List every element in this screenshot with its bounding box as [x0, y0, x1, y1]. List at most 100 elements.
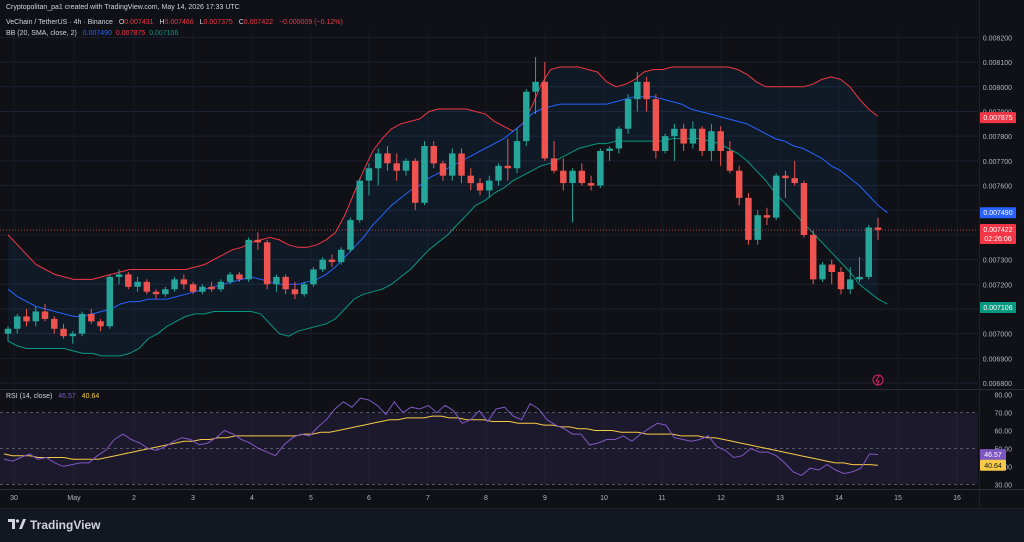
candle-body — [560, 170, 567, 184]
candle-body — [245, 239, 252, 280]
candle-body — [504, 165, 512, 169]
rsi-price-label-value: 46.57 — [984, 452, 1002, 459]
candle-body — [837, 271, 845, 290]
candle-body — [624, 99, 632, 129]
rsi-y-tick-label: 30.00 — [994, 482, 1012, 489]
y-tick-label: 0.007600 — [983, 184, 1012, 191]
x-tick-label: 6 — [367, 495, 371, 502]
bb-legend[interactable]: BB (20, SMA, close, 2) 0.007490 0.007875… — [6, 30, 182, 37]
x-tick-label: 2 — [132, 495, 136, 502]
candle-body — [152, 291, 160, 295]
y-tick-label: 0.007200 — [983, 282, 1012, 289]
y-tick-label: 0.007800 — [983, 134, 1012, 141]
candle-body — [615, 128, 623, 149]
candle-body — [745, 197, 752, 240]
bb-upper-line — [7, 66, 879, 280]
candle-body — [97, 321, 104, 327]
candle-body — [143, 281, 151, 292]
candle-body — [708, 131, 715, 151]
x-tick-label: 30 — [10, 495, 18, 502]
rsi-value: 46.57 — [58, 393, 76, 400]
candle-body — [680, 128, 687, 144]
candle-body — [458, 153, 465, 176]
candle-body — [162, 289, 169, 295]
rsi-price-label-value: 40.64 — [984, 463, 1002, 470]
candle-body — [578, 170, 586, 184]
x-tick-label: 7 — [426, 495, 430, 502]
candle-body — [597, 150, 604, 186]
candle-body — [809, 234, 817, 280]
candle-body — [23, 316, 30, 322]
candle-body — [273, 276, 280, 285]
x-tick-label: May — [67, 495, 81, 502]
candle-body — [846, 279, 854, 290]
candle-body — [88, 313, 95, 322]
candle-body — [134, 281, 141, 287]
price-label-value: 0.007875 — [983, 115, 1012, 122]
candle-body — [374, 153, 382, 169]
price-label-box — [980, 302, 1016, 314]
candle-body — [763, 215, 771, 218]
rsi-legend[interactable]: RSI (14, close) 46.57 40.64 — [6, 393, 103, 400]
candle-body — [199, 286, 206, 292]
candle-body — [523, 91, 530, 142]
candle-body — [347, 220, 354, 250]
rsi-y-tick-label: 80.00 — [994, 393, 1012, 400]
candle-body — [430, 146, 437, 164]
candle-body — [365, 168, 373, 181]
candle-body — [439, 163, 447, 176]
candle-body — [782, 175, 789, 179]
ohlc-values: O0.007431 H0.007466 L0.007375 C0.007422 … — [118, 19, 343, 26]
price-label-value: 0.007422 — [983, 227, 1012, 234]
candle-body — [384, 153, 391, 164]
symbol-legend[interactable]: VeChain / TetherUS · 4h · Binance O0.007… — [6, 19, 351, 26]
rsi-price-label-box — [980, 459, 1006, 471]
y-tick-label: 0.007000 — [983, 332, 1012, 339]
alert-icon — [872, 374, 884, 386]
candle-body — [291, 289, 299, 295]
candle-body — [800, 183, 808, 235]
x-tick-label: 15 — [894, 495, 902, 502]
price-label-box — [980, 223, 1016, 244]
candle-body — [282, 276, 289, 290]
candle-body — [310, 269, 317, 285]
rsi-price-label-box — [980, 449, 1006, 461]
x-tick-label: 8 — [484, 495, 488, 502]
candle-body — [634, 81, 641, 100]
candle-body — [393, 163, 400, 171]
price-label-box — [980, 112, 1016, 124]
y-tick-label: 0.008200 — [983, 35, 1012, 42]
rsi-y-tick-label: 70.00 — [994, 411, 1012, 418]
candle-body — [421, 146, 428, 203]
bb-upper-value: 0.007875 — [115, 30, 146, 37]
candle-body — [828, 264, 835, 272]
rsi-y-tick-label: 60.00 — [994, 429, 1012, 436]
candle-body — [263, 242, 271, 285]
candle-body — [698, 128, 706, 151]
candle-body — [41, 311, 49, 319]
y-tick-label: 0.008100 — [983, 60, 1012, 67]
candle-body — [319, 259, 326, 270]
candle-body — [550, 158, 558, 171]
x-tick-label: 3 — [191, 495, 195, 502]
candle-body — [772, 175, 780, 218]
symbol-title: VeChain / TetherUS · 4h · Binance — [6, 19, 113, 26]
rsi-label: RSI (14, close) — [6, 393, 53, 400]
candle-body — [606, 148, 613, 151]
tradingview-logo[interactable]: TradingView — [8, 518, 100, 532]
price-chart[interactable]: 0.0068000.0069000.0070000.0071000.007200… — [0, 0, 1024, 508]
x-tick-label: 10 — [600, 495, 608, 502]
candle-body — [495, 165, 502, 181]
x-tick-label: 9 — [543, 495, 547, 502]
candle-body — [356, 180, 363, 221]
candle-body — [819, 264, 826, 280]
candle-body — [51, 318, 58, 329]
tradingview-logo-icon — [8, 518, 26, 532]
candle-body — [791, 178, 798, 184]
candle-body — [689, 128, 697, 144]
bb-label: BB (20, SMA, close, 2) — [6, 30, 77, 37]
candle-body — [106, 276, 114, 327]
y-tick-label: 0.007700 — [983, 159, 1012, 166]
x-tick-label: 5 — [309, 495, 313, 502]
candle-body — [754, 215, 761, 240]
